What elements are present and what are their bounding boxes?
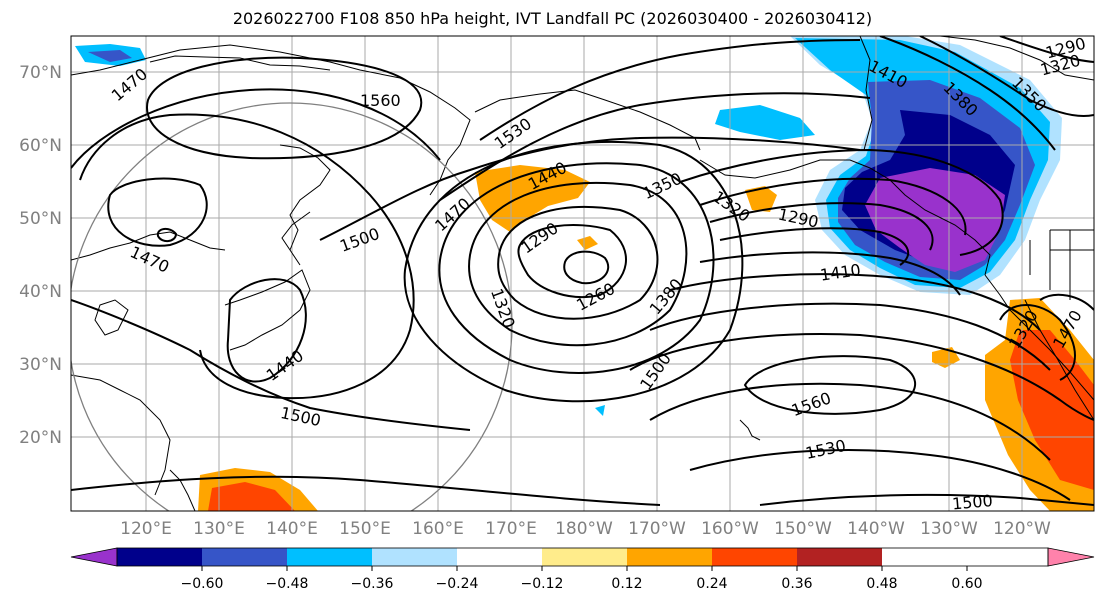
contour-label: 1290 xyxy=(517,218,561,257)
colorbar-segment xyxy=(117,548,202,566)
map-area: 1470 1560 1530 1440 1350 1470 1500 1290 … xyxy=(71,36,1094,513)
colorbar-tick-label: −0.60 xyxy=(181,576,224,592)
lat-label-20n: 20°N xyxy=(19,428,62,448)
colorbar-segment xyxy=(797,548,882,566)
contour-label: 1470 xyxy=(127,242,172,276)
contour-label: 1320 xyxy=(487,286,519,331)
contour-label: 1410 xyxy=(819,260,862,284)
contour-label: 1530 xyxy=(804,436,848,463)
lat-label-70n: 70°N xyxy=(19,63,62,83)
contour-label: 1380 xyxy=(646,275,687,318)
contour-label: 1560 xyxy=(360,91,401,110)
colorbar-segment xyxy=(542,548,627,566)
range-circle xyxy=(71,102,513,511)
lon-label: 120°E xyxy=(120,519,172,539)
lon-label: 150°W xyxy=(774,519,832,539)
contour-label: 1500 xyxy=(636,349,675,393)
latitude-labels: 70°N 60°N 50°N 40°N 30°N 20°N xyxy=(19,63,62,448)
lon-label: 140°W xyxy=(847,519,905,539)
lon-label: 170°E xyxy=(485,519,537,539)
colorbar-extend-min xyxy=(70,547,118,567)
colorbar-tick-label: 0.48 xyxy=(866,576,897,592)
colorbar-segment xyxy=(372,548,457,566)
colorbar-segment xyxy=(627,548,712,566)
colorbar-tick-label: 0.36 xyxy=(781,576,812,592)
colorbar-tick-label: −0.48 xyxy=(266,576,309,592)
ivt-negative-060 xyxy=(865,168,1005,272)
map-frame xyxy=(70,35,1095,512)
colorbar-tick-labels: −0.60 −0.48 −0.36 −0.24 −0.12 0.12 0.24 … xyxy=(181,576,983,592)
colorbar-tick-label: 0.12 xyxy=(611,576,642,592)
lon-label: 130°E xyxy=(193,519,245,539)
contour-label: 1320 xyxy=(1038,51,1082,80)
colorbar-segment xyxy=(712,548,797,566)
colorbar-segment xyxy=(457,548,542,566)
coastlines xyxy=(71,36,1094,511)
colorbar-extend-max xyxy=(1047,547,1095,567)
colorbar-tick-label: −0.36 xyxy=(351,576,394,592)
graticule xyxy=(71,36,1094,511)
lon-label: 160°W xyxy=(701,519,759,539)
lon-label: 180°W xyxy=(555,519,613,539)
longitude-labels: 120°E 130°E 140°E 150°E 160°E 170°E 180°… xyxy=(120,519,1051,539)
lat-label-40n: 40°N xyxy=(19,282,62,302)
chart-title: 2026022700 F108 850 hPa height, IVT Land… xyxy=(232,9,873,28)
contour-label: 1560 xyxy=(789,388,834,420)
lat-label-50n: 50°N xyxy=(19,209,62,229)
colorbar: −0.60 −0.48 −0.36 −0.24 −0.12 0.12 0.24 … xyxy=(70,547,1095,592)
colorbar-segment xyxy=(287,548,372,566)
colorbar-tick-label: 0.24 xyxy=(696,576,727,592)
contour-label: 1470 xyxy=(108,64,151,105)
lon-label: 140°E xyxy=(266,519,318,539)
lon-label: 170°W xyxy=(628,519,686,539)
ivt-positive-bering xyxy=(475,165,590,232)
lat-label-30n: 30°N xyxy=(19,355,62,375)
lat-label-60n: 60°N xyxy=(19,136,62,156)
colorbar-tick-label: −0.12 xyxy=(521,576,564,592)
colorbar-tick-label: 0.60 xyxy=(951,576,982,592)
ivt-shading xyxy=(75,36,1094,511)
contour-label: 1260 xyxy=(573,279,618,315)
colorbar-tick-label: −0.24 xyxy=(436,576,479,592)
colorbar-segment xyxy=(202,548,287,566)
lon-label: 160°E xyxy=(412,519,464,539)
contour-label: 1290 xyxy=(776,205,820,232)
lon-label: 120°W xyxy=(993,519,1051,539)
colorbar-ticks xyxy=(201,566,968,571)
contour-label: 1500 xyxy=(951,491,993,513)
height-contours xyxy=(71,36,1094,506)
contour-label: 1440 xyxy=(263,346,307,385)
contour-label: 1500 xyxy=(279,403,323,430)
lon-label: 150°E xyxy=(339,519,391,539)
lon-label: 130°W xyxy=(920,519,978,539)
